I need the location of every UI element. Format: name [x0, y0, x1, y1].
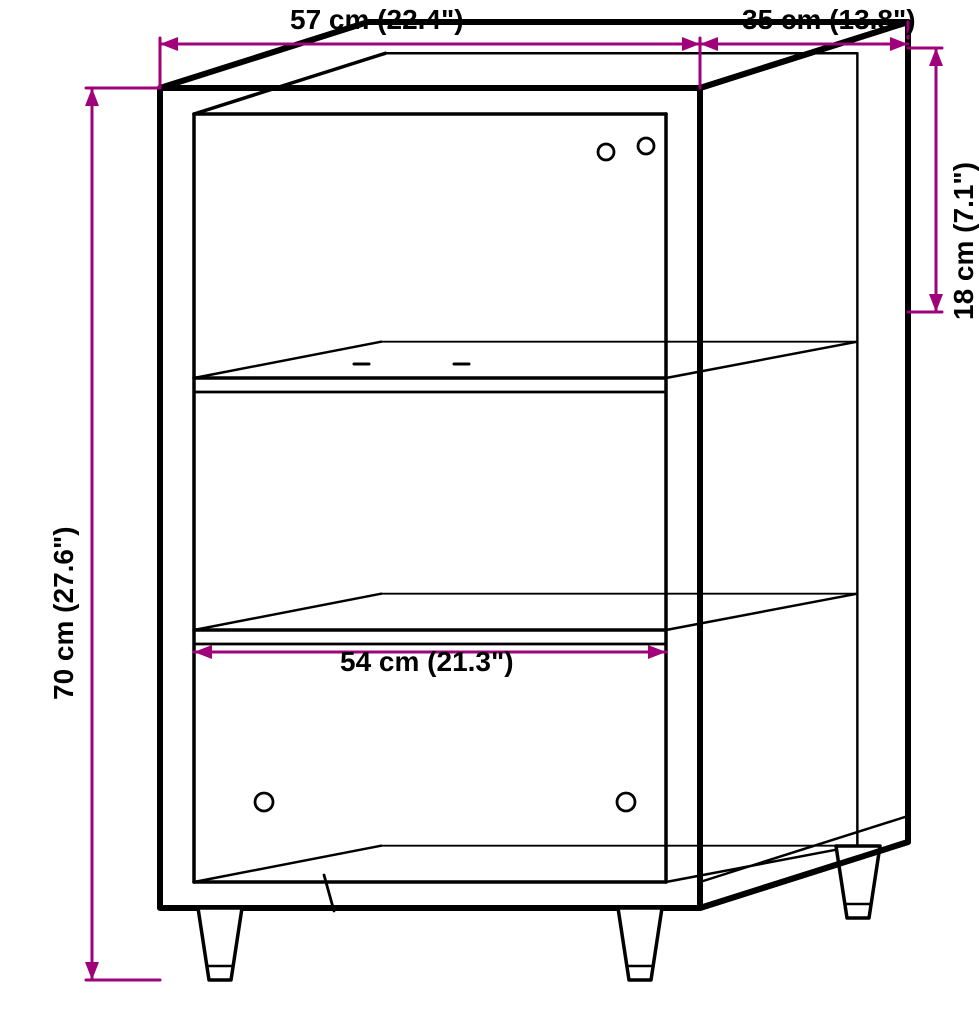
dim-inner-width-label: 54 cm (21.3") [340, 646, 514, 678]
furniture-line-drawing [0, 0, 979, 1020]
dim-width-label: 57 cm (22.4") [290, 4, 464, 36]
dim-shelf-height-label: 18 cm (7.1") [948, 162, 979, 320]
diagram-container: 57 cm (22.4") 35 cm (13.8") 70 cm (27.6"… [0, 0, 979, 1020]
dim-height-label: 70 cm (27.6") [48, 526, 80, 700]
dim-depth-label: 35 cm (13.8") [742, 4, 916, 36]
